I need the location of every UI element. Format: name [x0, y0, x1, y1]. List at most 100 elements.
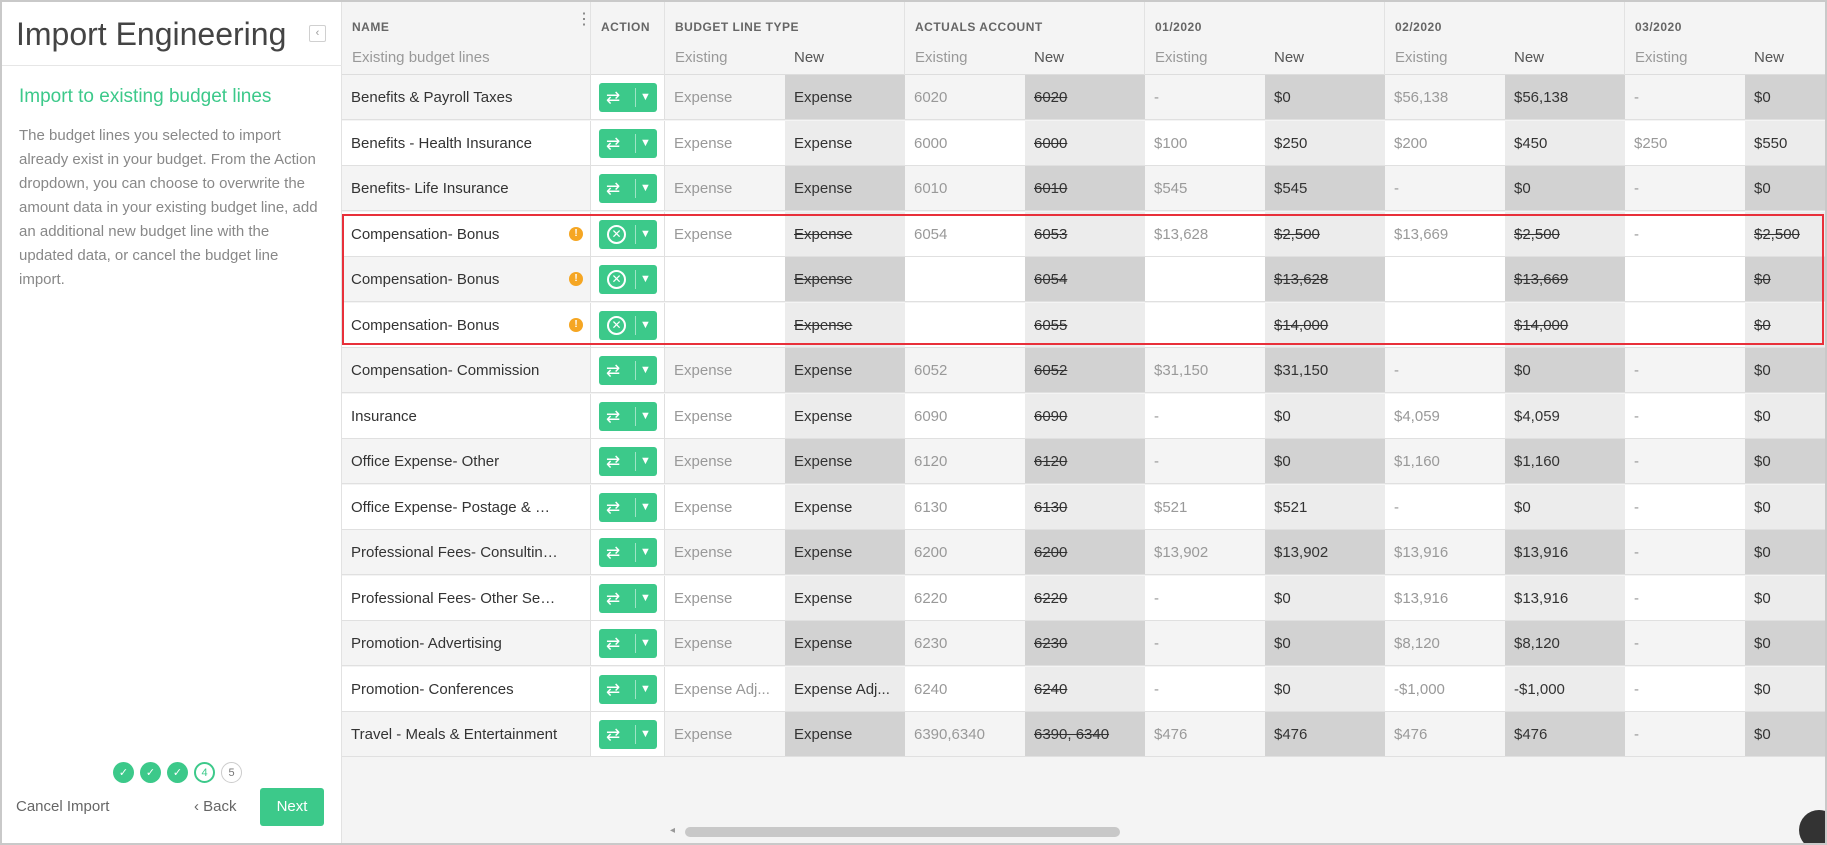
account-existing [905, 302, 1025, 347]
col-type-existing: Existing [675, 49, 728, 66]
month-new-value: $1,160 [1505, 439, 1625, 483]
table-row: Benefits - Health Insurance ⇄ ▼ Expense Expe… [342, 120, 1825, 166]
month-new-value: $31,150 [1265, 348, 1385, 392]
action-overwrite-dropdown[interactable]: ⇄ ▼ [599, 538, 657, 567]
month-existing-value: - [1634, 362, 1639, 379]
month-existing-value [1385, 302, 1505, 347]
account-existing: 6010 [914, 180, 948, 197]
action-overwrite-dropdown[interactable]: ⇄ ▼ [599, 174, 657, 203]
button-divider [635, 315, 636, 335]
month-existing-value: - [1634, 89, 1639, 106]
action-overwrite-dropdown[interactable]: ⇄ ▼ [599, 447, 657, 476]
month-existing-value: - [1634, 726, 1639, 743]
button-divider [635, 679, 636, 699]
type-new: Expense [785, 439, 905, 483]
step-complete-icon: ✓ [140, 762, 161, 783]
month-existing-value: $8,120 [1394, 635, 1440, 652]
action-cancel-dropdown[interactable]: ✕ ▼ [599, 219, 657, 249]
table-row: Promotion- Conferences ⇄ ▼ Expense Adj... Ex… [342, 666, 1825, 712]
month-existing-value: - [1154, 589, 1159, 607]
warning-dot-icon: ! [569, 317, 583, 332]
month-new-value: $4,059 [1505, 393, 1625, 438]
col-name: NAME Existing budget lines ⋮ [342, 2, 592, 75]
month-existing-value: - [1634, 680, 1639, 698]
action-overwrite-dropdown[interactable]: ⇄ ▼ [599, 720, 657, 749]
action-cell: ⇄ ▼ [591, 575, 665, 620]
month-existing-value [1385, 257, 1505, 301]
col-action: ACTION [591, 2, 665, 75]
action-overwrite-dropdown[interactable]: ⇄ ▼ [599, 492, 657, 522]
action-overwrite-dropdown[interactable]: ⇄ ▼ [599, 401, 657, 431]
month-new-value: $56,138 [1505, 75, 1625, 119]
col-type-new: New [794, 49, 825, 66]
month-existing-value: $31,150 [1154, 362, 1209, 379]
action-overwrite-dropdown[interactable]: ⇄ ▼ [599, 583, 657, 613]
swap-arrows-icon: ⇄ [606, 588, 621, 608]
account-existing: 6230 [914, 635, 948, 652]
scroll-thumb[interactable] [685, 827, 1120, 837]
action-overwrite-dropdown[interactable]: ⇄ ▼ [599, 83, 657, 112]
action-overwrite-dropdown[interactable]: ⇄ ▼ [599, 356, 657, 385]
swap-arrows-icon: ⇄ [606, 406, 621, 426]
month-new-value: $0 [1505, 484, 1625, 529]
type-existing: Expense [674, 453, 733, 470]
action-overwrite-dropdown[interactable]: ⇄ ▼ [599, 674, 657, 704]
next-button[interactable]: Next [260, 788, 324, 826]
button-divider [635, 179, 636, 198]
action-overwrite-dropdown[interactable]: ⇄ ▼ [599, 128, 657, 158]
action-cell: ⇄ ▼ [591, 484, 665, 529]
action-cancel-dropdown[interactable]: ✕ ▼ [599, 265, 657, 294]
back-button[interactable]: ‹ Back [194, 798, 237, 815]
month-new-value: $13,902 [1265, 530, 1385, 574]
row-name: Professional Fees- Other Servic... [342, 575, 591, 620]
action-cell: ⇄ ▼ [591, 393, 665, 438]
button-divider [635, 497, 636, 517]
chevron-down-icon: ▼ [640, 591, 651, 604]
account-existing: 6240 [914, 680, 948, 698]
button-divider [635, 634, 636, 653]
month-new-value: $2,500 [1265, 211, 1385, 256]
action-cell: ✕ ▼ [591, 257, 665, 301]
type-new: Expense [785, 348, 905, 392]
button-divider [635, 88, 636, 107]
description: The budget lines you selected to import … [19, 127, 318, 288]
action-cell: ⇄ ▼ [591, 621, 665, 665]
chevron-left-icon[interactable]: ‹ [309, 25, 326, 42]
action-overwrite-dropdown[interactable]: ⇄ ▼ [599, 629, 657, 658]
account-new: 6120 [1025, 439, 1145, 483]
month-new-value: $0 [1265, 621, 1385, 665]
month-existing: Existing [1155, 49, 1208, 66]
warning-dot-icon: ! [569, 226, 583, 241]
horizontal-scrollbar[interactable]: ◂ [665, 824, 1825, 838]
cancel-import-link[interactable]: Cancel Import [16, 798, 110, 815]
chevron-down-icon: ▼ [640, 227, 651, 240]
month-existing-value: $1,160 [1394, 453, 1440, 470]
month-existing-value: - [1154, 453, 1159, 470]
month-existing-value: $13,669 [1385, 211, 1505, 256]
col-month-1: 01/2020 Existing New [1145, 2, 1385, 75]
row-name: Compensation- Bonus [342, 211, 591, 256]
month-new-value: $2,500 [1745, 211, 1825, 256]
button-divider [635, 452, 636, 471]
help-bubble-icon[interactable] [1799, 810, 1825, 843]
month-new-value: $13,628 [1265, 257, 1385, 301]
account-existing [905, 257, 1025, 301]
kebab-menu-icon[interactable]: ⋮ [576, 11, 592, 28]
month-new-value: $13,916 [1505, 575, 1625, 620]
swap-arrows-icon: ⇄ [606, 679, 621, 699]
account-new: 6053 [1025, 211, 1145, 256]
action-cell: ⇄ ▼ [591, 348, 665, 392]
row-name: Benefits- Life Insurance [342, 166, 591, 210]
table-row: Promotion- Advertising ⇄ ▼ Expense Expense 62… [342, 621, 1825, 666]
month-new-value: $0 [1745, 75, 1825, 119]
type-new: Expense Adj... [785, 666, 905, 711]
scroll-left-icon[interactable]: ◂ [670, 825, 676, 836]
import-table: NAME Existing budget lines ⋮ ACTION BUDG… [342, 2, 1825, 843]
step-indicator: ✓ ✓ ✓ 4 5 [113, 762, 242, 783]
month-existing-value: $250 [1634, 134, 1668, 152]
month-new-value: $0 [1265, 575, 1385, 620]
month-existing-value: - [1154, 680, 1159, 698]
row-name: Office Expense- Postage & Deliv... [342, 484, 591, 529]
action-cancel-dropdown[interactable]: ✕ ▼ [599, 310, 657, 340]
step-complete-icon: ✓ [167, 762, 188, 783]
